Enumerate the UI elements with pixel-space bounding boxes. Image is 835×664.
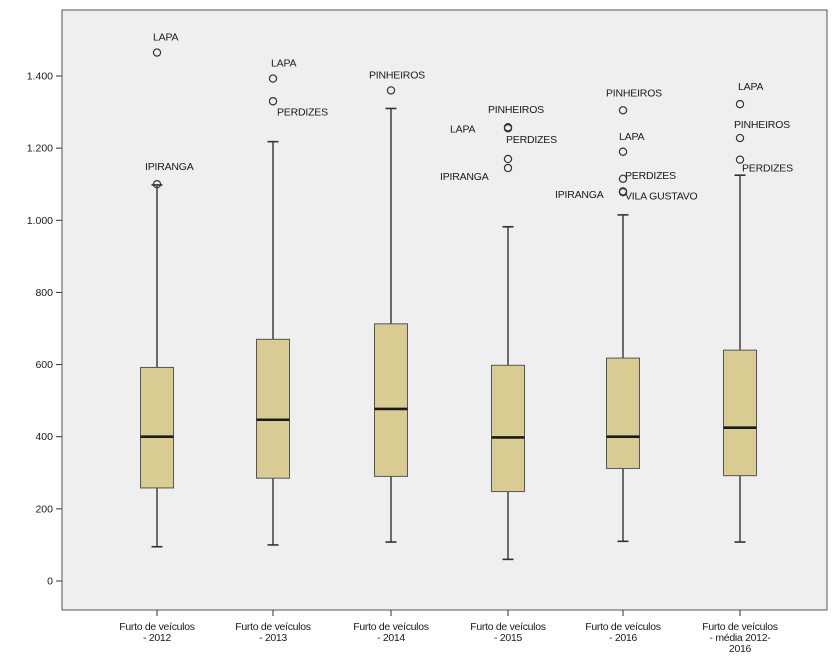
x-tick-label: Furto de veículos: [119, 621, 194, 633]
outlier-point: [618, 106, 628, 115]
x-tick-label: Furto de veículos: [235, 621, 310, 633]
boxes-group: [140, 107, 757, 561]
outlier-label: PERDIZES: [742, 163, 793, 175]
x-tick-label: Furto de veículos: [702, 621, 777, 633]
x-tick-label: - 2013: [259, 632, 287, 644]
outlier-point: [503, 154, 513, 164]
outlier-point: [152, 48, 162, 57]
y-axis: 0 200 400 600 800 1.000 1.200 1.400: [27, 71, 62, 588]
y-tick-label: 400: [35, 431, 53, 443]
outliers-group: LAPA IPIRANGA LAPA PERDIZES PINHEIROS PINHEIR…: [145, 32, 793, 203]
outlier-point: [503, 163, 513, 173]
outlier-label: PERDIZES: [277, 106, 328, 118]
outlier-label: IPIRANGA: [145, 161, 194, 173]
box: [256, 338, 290, 479]
box: [374, 323, 408, 477]
outlier-label: LAPA: [738, 81, 763, 93]
outlier-label: PERDIZES: [625, 170, 676, 182]
y-tick-label: 200: [35, 503, 53, 515]
outlier-label: PINHEIROS: [369, 69, 425, 81]
box: [140, 366, 174, 489]
x-tick-label: - 2015: [494, 632, 522, 644]
outlier-point: [735, 133, 745, 143]
y-tick-label: 600: [35, 359, 53, 371]
y-tick-label: 1.400: [27, 71, 53, 83]
box: [606, 357, 640, 469]
outlier-point: [618, 147, 628, 156]
x-tick-label: Furto de veículos: [353, 621, 428, 633]
outlier-point: [268, 74, 278, 83]
outlier-label: IPIRANGA: [440, 171, 489, 183]
box: [723, 349, 757, 477]
outlier-point: [503, 124, 513, 133]
outlier-point: [618, 174, 628, 184]
outlier-label: PERDIZES: [506, 134, 557, 146]
y-tick-label: 1.200: [27, 143, 53, 155]
x-tick-label: - média 2012-: [710, 632, 772, 644]
outlier-label: LAPA: [619, 131, 644, 143]
outlier-point: [152, 180, 162, 189]
x-tick-label: Furto de veículos: [585, 621, 660, 633]
outlier-point: [735, 155, 745, 164]
box: [491, 364, 525, 493]
x-tick-label: - 2016: [609, 632, 637, 644]
outlier-label: PINHEIROS: [488, 104, 544, 116]
x-tick-label: Furto de veículos: [470, 621, 545, 633]
outlier-label: LAPA: [153, 32, 178, 44]
x-tick-label: 2016: [729, 643, 752, 655]
outlier-label: PINHEIROS: [734, 119, 790, 131]
outlier-point: [268, 97, 278, 106]
outlier-label: LAPA: [450, 123, 475, 135]
y-tick-label: 800: [35, 287, 53, 299]
outlier-label: VILA GUSTAVO: [625, 190, 698, 202]
outlier-point: [735, 99, 745, 109]
outlier-point: [386, 86, 396, 95]
outlier-label: LAPA: [271, 58, 296, 70]
y-tick-label: 0: [47, 576, 53, 588]
y-tick-label: 1.000: [27, 215, 53, 227]
x-tick-label: - 2012: [143, 632, 171, 644]
outlier-label: IPIRANGA: [555, 189, 604, 201]
x-tick-label: - 2014: [377, 632, 405, 644]
outlier-point: [618, 187, 628, 197]
outlier-label: PINHEIROS: [606, 87, 662, 99]
plot-area: [61, 9, 828, 611]
